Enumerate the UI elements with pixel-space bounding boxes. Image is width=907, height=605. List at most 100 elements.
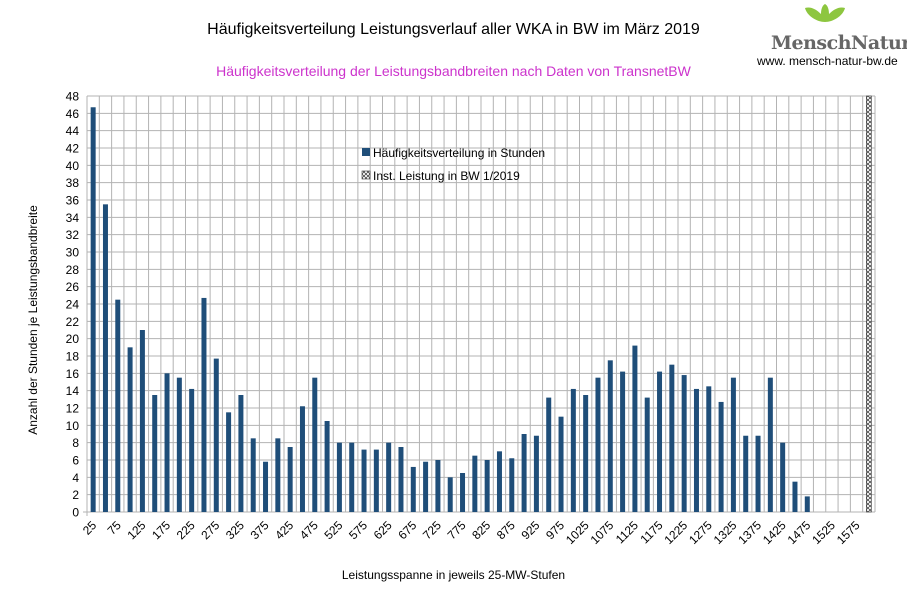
x-tick-label: 425 — [272, 518, 296, 542]
bar — [201, 297, 207, 512]
bar — [164, 373, 170, 512]
bar — [533, 435, 539, 512]
y-tick-label: 2 — [72, 488, 79, 502]
bar — [423, 461, 429, 512]
bar — [139, 330, 145, 512]
chart-bars — [90, 95, 872, 513]
bar — [324, 421, 330, 512]
bar — [755, 435, 761, 512]
x-tick-label: 1125 — [613, 518, 641, 546]
x-tick-label: 1375 — [735, 518, 764, 547]
x-tick-labels: 25 75 125 175 225 275 325 375 425 475 525 575 625 675… — [80, 518, 863, 547]
x-tick-label: 525 — [321, 518, 345, 542]
bar — [213, 358, 219, 512]
bar — [792, 481, 798, 512]
y-tick-label: 32 — [66, 228, 80, 242]
y-tick-labels: 0246810121416182022242628303234363840424… — [66, 90, 80, 520]
bar — [275, 438, 281, 512]
x-tick-label: 475 — [297, 518, 321, 542]
logo-url: www. mensch-natur-bw.de — [757, 54, 898, 68]
x-tick-label: 1525 — [809, 518, 838, 547]
x-tick-label: 125 — [124, 518, 148, 542]
bar-installed-capacity — [866, 95, 872, 513]
bar — [780, 442, 786, 512]
bar — [693, 388, 699, 512]
bar — [657, 371, 663, 512]
bar — [521, 434, 527, 512]
bar — [349, 442, 355, 512]
bar — [730, 377, 736, 512]
y-tick-label: 44 — [66, 124, 80, 138]
bar — [509, 458, 515, 512]
bar — [570, 388, 576, 512]
y-tick-label: 0 — [72, 506, 79, 520]
bar — [361, 449, 367, 512]
bar — [644, 397, 650, 512]
x-axis-label: Leistungsspanne in jeweils 25-MW-Stufen — [341, 568, 566, 582]
x-tick-label: 375 — [248, 518, 272, 542]
bar — [373, 449, 379, 512]
y-tick-label: 12 — [66, 402, 80, 416]
legend-swatch-hours — [362, 148, 370, 156]
y-tick-label: 14 — [66, 384, 80, 398]
legend-swatch-installed — [361, 170, 371, 180]
bar — [620, 371, 626, 512]
bar — [546, 397, 552, 512]
y-tick-label: 46 — [66, 107, 80, 121]
bar — [336, 442, 342, 512]
y-tick-label: 48 — [66, 90, 80, 104]
bar — [398, 447, 404, 512]
x-tick-label: 25 — [80, 518, 100, 538]
x-tick-label: 775 — [445, 518, 469, 542]
x-tick-label: 325 — [223, 518, 247, 542]
x-tick-label: 225 — [174, 518, 198, 542]
bar — [472, 455, 478, 512]
y-tick-label: 22 — [66, 315, 80, 329]
bar — [718, 401, 724, 512]
y-tick-label: 28 — [66, 263, 80, 277]
x-tick-label: 1075 — [588, 518, 617, 547]
x-tick-label: 275 — [198, 518, 222, 542]
legend: Häufigkeitsverteilung in Stunden Inst. Le… — [361, 146, 545, 183]
bar — [681, 375, 687, 512]
y-tick-label: 42 — [66, 142, 80, 156]
bar — [102, 204, 108, 513]
y-tick-label: 16 — [66, 367, 80, 381]
x-tick-label: 175 — [149, 518, 173, 542]
bar — [410, 466, 416, 512]
bar — [312, 377, 318, 512]
bar — [386, 442, 392, 512]
bar — [460, 473, 466, 512]
bar — [238, 395, 244, 512]
bar — [767, 377, 773, 512]
y-tick-label: 34 — [66, 211, 80, 225]
legend-label-hours: Häufigkeitsverteilung in Stunden — [373, 146, 545, 160]
y-tick-label: 40 — [66, 159, 80, 173]
x-tick-label: 925 — [518, 518, 542, 542]
bar — [176, 377, 182, 512]
y-tick-label: 8 — [72, 436, 79, 450]
x-tick-label: 1325 — [711, 518, 740, 547]
bar — [706, 386, 712, 512]
y-tick-label: 4 — [72, 471, 79, 485]
y-tick-label: 30 — [66, 246, 80, 260]
bar — [607, 360, 613, 512]
logo-name: MenschNatur — [771, 32, 907, 54]
bar — [484, 460, 490, 512]
x-tick-label: 1025 — [563, 518, 592, 547]
bar — [595, 377, 601, 512]
legend-label-installed: Inst. Leistung in BW 1/2019 — [373, 169, 520, 183]
bar — [299, 406, 305, 512]
bar — [583, 395, 589, 512]
x-tick-label: 625 — [371, 518, 395, 542]
bar — [743, 435, 749, 512]
x-tick-label: 1225 — [661, 518, 690, 547]
logo: MenschNatur www. mensch-natur-bw.de — [745, 4, 907, 70]
x-tick-label: 1475 — [785, 518, 814, 547]
bar — [435, 460, 441, 512]
y-tick-label: 20 — [66, 332, 80, 346]
bar — [447, 477, 453, 512]
bar — [804, 496, 810, 512]
y-tick-label: 24 — [66, 298, 80, 312]
